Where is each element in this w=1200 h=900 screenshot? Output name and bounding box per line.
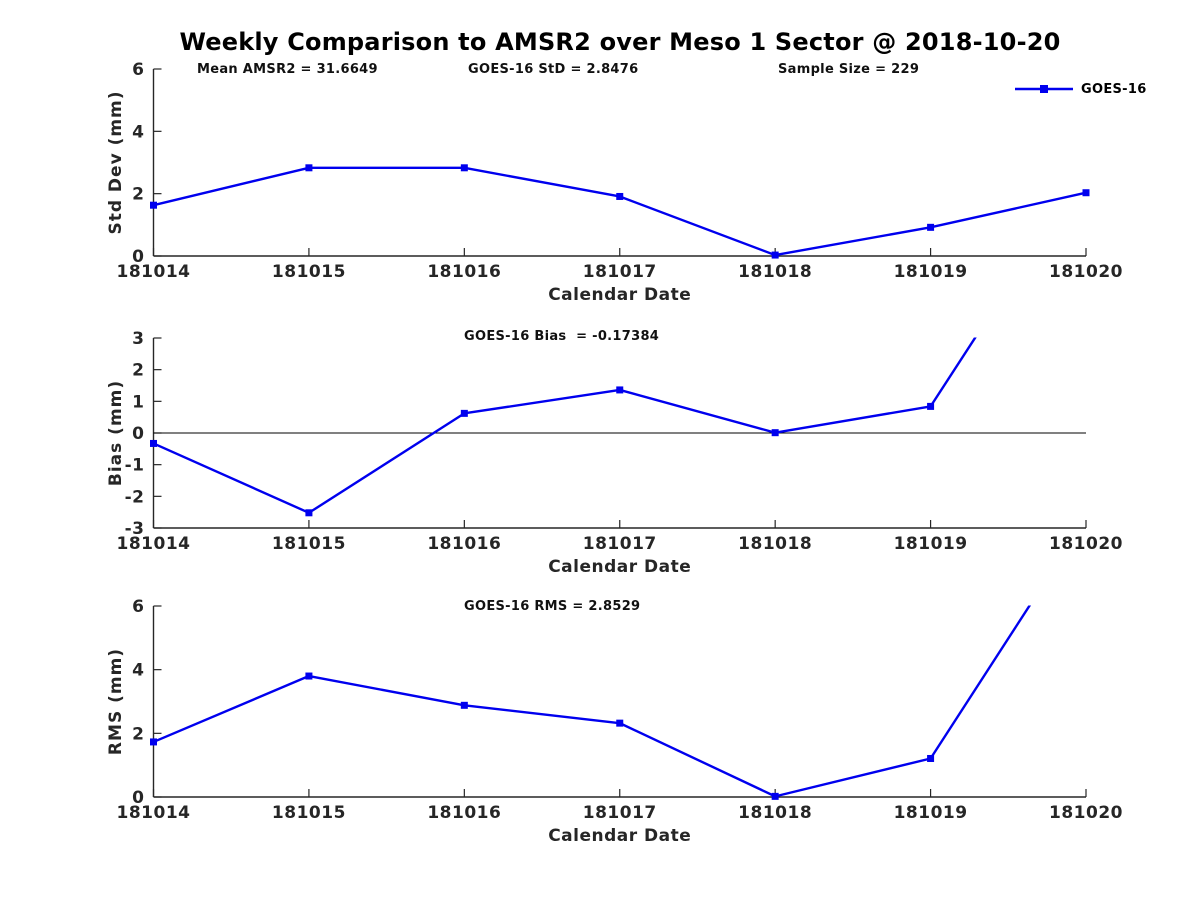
bias-x-tick-label: 181017 xyxy=(583,534,657,554)
bias-marker xyxy=(771,429,779,437)
bias-y-tick-label: -1 xyxy=(125,456,145,476)
rms-x-tick-label: 181014 xyxy=(117,803,191,823)
std-dev-x-axis-label: Calendar Date xyxy=(548,285,691,305)
std-dev-y-tick-label: 2 xyxy=(132,185,144,205)
annotation-goes-std: GOES-16 StD = 2.8476 xyxy=(468,62,639,77)
bias-x-axis-label: Calendar Date xyxy=(548,557,691,577)
rms-subplot: 0 2 4 6 181014 181015 181016 181017 181018 181019… xyxy=(106,597,1123,846)
bias-y-tick-label: -3 xyxy=(125,519,145,539)
bias-x-tick-label: 181014 xyxy=(117,534,191,554)
bias-y-axis-label: Bias (mm) xyxy=(106,380,126,486)
bias-x-tick-label: 181015 xyxy=(272,534,346,554)
rms-x-axis-label: Calendar Date xyxy=(548,826,691,846)
rms-y-tick-label: 0 xyxy=(132,788,144,808)
rms-marker xyxy=(616,719,624,727)
bias-y-tick-label: 2 xyxy=(132,361,144,381)
rms-x-tick-label: 181016 xyxy=(427,803,501,823)
rms-y-tick-label: 2 xyxy=(132,724,144,744)
annotation-goes-rms: GOES-16 RMS = 2.8529 xyxy=(464,599,641,614)
std-dev-y-axis-label: Std Dev (mm) xyxy=(106,90,126,234)
std-dev-y-tick-label: 6 xyxy=(132,60,144,80)
bias-marker xyxy=(616,386,624,394)
std-dev-subplot: 0 2 4 6 181014 181015 181016 181017 181018 181019… xyxy=(106,60,1123,305)
bias-subplot: -3 -2 -1 0 1 2 3 181014 181015 181016 181017 181018… xyxy=(106,329,1123,577)
legend-label: GOES-16 xyxy=(1081,81,1147,97)
std-dev-x-tick-label: 181020 xyxy=(1049,262,1123,282)
std-dev-x-tick-label: 181015 xyxy=(272,262,346,282)
rms-y-tick-label: 4 xyxy=(132,661,144,681)
bias-y-tick-label: 0 xyxy=(132,424,144,444)
chart-title: Weekly Comparison to AMSR2 over Meso 1 S… xyxy=(179,28,1061,56)
std-dev-marker xyxy=(305,164,313,172)
bias-marker xyxy=(927,402,935,410)
std-dev-x-tick-label: 181019 xyxy=(894,262,968,282)
bias-marker xyxy=(305,509,313,517)
std-dev-marker xyxy=(150,201,157,209)
annotation-goes-bias: GOES-16 Bias = -0.17384 xyxy=(464,329,660,344)
std-dev-marker xyxy=(616,192,624,200)
legend-line-marker-icon xyxy=(1015,85,1073,93)
std-dev-x-tick-label: 181014 xyxy=(117,262,191,282)
std-dev-series-line xyxy=(153,166,1087,257)
std-dev-y-tick-label: 4 xyxy=(132,122,144,142)
bias-x-tick-label: 181020 xyxy=(1049,534,1123,554)
std-dev-x-tick-label: 181017 xyxy=(583,262,657,282)
std-dev-marker xyxy=(771,251,779,259)
bias-marker xyxy=(150,439,157,447)
annotation-mean-amsr2: Mean AMSR2 = 31.6649 xyxy=(197,62,378,77)
rms-marker xyxy=(305,672,313,680)
std-dev-x-tick-label: 181016 xyxy=(427,262,501,282)
bias-x-tick-label: 181019 xyxy=(894,534,968,554)
std-dev-marker xyxy=(1082,189,1090,197)
std-dev-y-tick-label: 0 xyxy=(132,247,144,267)
rms-x-tick-label: 181020 xyxy=(1049,803,1123,823)
legend: GOES-16 xyxy=(1013,80,1147,98)
std-dev-marker xyxy=(927,223,935,231)
rms-y-axis-label: RMS (mm) xyxy=(106,648,126,755)
bias-y-tick-label: 3 xyxy=(132,329,144,349)
rms-x-tick-label: 181018 xyxy=(738,803,812,823)
rms-marker xyxy=(150,738,157,746)
bias-marker xyxy=(460,409,468,417)
rms-marker xyxy=(771,792,779,800)
bias-y-tick-label: 1 xyxy=(132,392,144,412)
rms-x-tick-label: 181017 xyxy=(583,803,657,823)
std-dev-marker xyxy=(460,164,468,172)
annotation-sample-size: Sample Size = 229 xyxy=(778,62,920,77)
legend-square-marker-icon xyxy=(1040,85,1048,93)
rms-marker xyxy=(927,754,935,762)
bias-x-tick-label: 181018 xyxy=(738,534,812,554)
bias-x-tick-label: 181016 xyxy=(427,534,501,554)
std-dev-x-tick-label: 181018 xyxy=(738,262,812,282)
rms-x-tick-label: 181019 xyxy=(894,803,968,823)
bias-y-tick-label: -2 xyxy=(125,487,145,507)
rms-y-tick-label: 6 xyxy=(132,597,144,617)
rms-x-tick-label: 181015 xyxy=(272,803,346,823)
rms-marker xyxy=(460,701,468,709)
